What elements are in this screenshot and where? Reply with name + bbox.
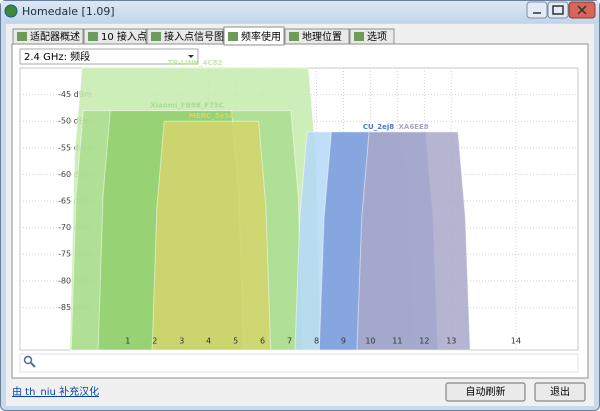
tab[interactable] — [284, 28, 350, 45]
tab[interactable] — [83, 28, 147, 45]
window-title: Homedale [1.09] — [22, 5, 115, 18]
exit-label: 退出 — [550, 385, 570, 398]
tab-label: 地理位置 — [302, 30, 342, 43]
y-tick-label: -45 dBm — [58, 90, 92, 99]
x-tick-label: 9 — [341, 337, 346, 346]
tab-icon — [228, 32, 238, 41]
tab[interactable] — [12, 28, 84, 45]
tab-icon — [88, 32, 98, 41]
x-tick-label: 12 — [419, 337, 429, 346]
tab-icon — [17, 32, 27, 41]
tab-label: 频率使用 — [241, 30, 281, 43]
auto-refresh-button[interactable] — [445, 382, 526, 402]
network-band — [356, 131, 471, 351]
x-tick-label: 5 — [233, 337, 238, 346]
tab[interactable] — [146, 28, 224, 45]
title-bar — [1, 1, 599, 23]
network-label: CU_2ej8 — [363, 123, 394, 131]
network-label: Xiaomi_FB98_F75C — [150, 102, 224, 110]
tab-label: 10 接入点 — [101, 30, 147, 43]
tab-label: 适配器概述 — [30, 30, 80, 43]
maximize-button[interactable] — [547, 1, 569, 19]
x-tick-label: 11 — [392, 337, 402, 346]
x-tick-label: 7 — [287, 337, 292, 346]
x-tick-label: 14 — [511, 337, 521, 346]
network-band — [151, 120, 272, 351]
exit-button[interactable] — [534, 382, 586, 402]
tab-icon — [354, 32, 364, 41]
band-dropdown[interactable] — [19, 48, 199, 65]
network-label: TP-LINK_4C82 — [168, 59, 222, 67]
x-tick-label: 4 — [206, 337, 211, 346]
network-label: MERC_5e5e — [189, 112, 234, 120]
band-dropdown-text: 2.4 GHz: 频段 — [24, 50, 90, 63]
dropdown-arrow — [188, 55, 194, 58]
minimize-button[interactable] — [526, 1, 548, 19]
tab[interactable] — [223, 26, 285, 46]
x-tick-label: 1 — [125, 337, 130, 346]
tab-icon — [289, 32, 299, 41]
window-control-glyphs — [533, 5, 587, 15]
x-tick-label: 3 — [179, 337, 184, 346]
search-bar[interactable] — [19, 353, 579, 373]
x-tick-label: 6 — [260, 337, 265, 346]
search-icon-handle — [30, 362, 36, 368]
x-tick-label: 10 — [365, 337, 375, 346]
x-tick-label: 13 — [446, 337, 456, 346]
tab-icon — [151, 32, 161, 41]
credit-link[interactable]: 由 th_niu 补充汉化 — [12, 385, 99, 398]
auto-refresh-label: 自动刷新 — [466, 385, 506, 398]
y-tick-label: -50 dBm — [58, 117, 92, 126]
tab-label: 选项 — [367, 30, 387, 43]
x-tick-label: 8 — [314, 337, 319, 346]
search-icon — [23, 355, 33, 365]
network-label: XA6EE8 — [399, 123, 429, 131]
tab-label: 接入点信号图 — [164, 30, 224, 43]
x-tick-label: 2 — [152, 337, 157, 346]
app-icon — [4, 4, 18, 18]
